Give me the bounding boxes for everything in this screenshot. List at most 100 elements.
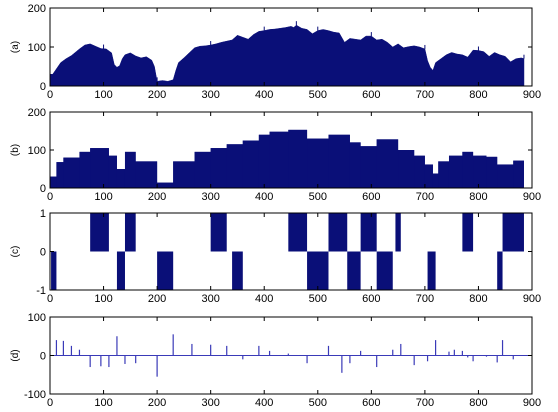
step-18 (307, 138, 329, 188)
x-tick-label: 600 (362, 397, 380, 409)
x-tick-label: 400 (255, 397, 273, 409)
block-16 (497, 251, 503, 290)
step-32 (497, 164, 514, 188)
block-11 (360, 213, 377, 252)
step-13 (226, 144, 243, 188)
step-3 (79, 151, 91, 188)
x-tick-label: 0 (47, 293, 53, 305)
x-tick-label: 100 (94, 397, 112, 409)
x-tick-label: 700 (416, 89, 434, 101)
step-29 (462, 151, 474, 188)
block-4 (157, 251, 174, 290)
step-2 (63, 157, 80, 188)
x-tick-label: 0 (47, 191, 53, 203)
step-14 (242, 140, 259, 188)
x-tick-label: 300 (201, 89, 219, 101)
block-17 (502, 213, 524, 252)
step-31 (486, 156, 498, 188)
block-5 (210, 213, 227, 252)
x-tick-label: 700 (416, 191, 434, 203)
x-tick-label: 0 (47, 397, 53, 409)
x-tick-label: 900 (523, 191, 541, 203)
step-0 (50, 176, 57, 188)
x-tick-label: 400 (255, 191, 273, 203)
x-tick-label: 300 (201, 191, 219, 203)
y-tick-label: 0 (40, 183, 46, 195)
x-tick-label: 800 (469, 191, 487, 203)
x-tick-label: 200 (148, 397, 166, 409)
panel-1: 0 100 200 300 400 500 600 700 800 900 0 100 200 (a) (10, 3, 541, 101)
block-0 (51, 251, 57, 290)
x-tick-label: 300 (201, 293, 219, 305)
block-15 (462, 213, 474, 252)
block-1 (90, 213, 109, 252)
x-tick-label: 800 (469, 397, 487, 409)
y-tick-label: 100 (28, 145, 46, 157)
step-16 (269, 131, 289, 188)
area-series (49, 24, 525, 87)
y-tick-label: -1 (36, 285, 46, 297)
block-8 (307, 251, 329, 290)
y-tick-label: -100 (24, 389, 46, 401)
x-tick-label: 500 (309, 293, 327, 305)
y-tick-label: 0 (40, 247, 46, 259)
x-tick-label: 200 (148, 191, 166, 203)
y-tick-label: 0 (40, 351, 46, 363)
x-tick-label: 0 (47, 89, 53, 101)
step-10 (173, 161, 195, 188)
y-tick-label: 1 (40, 208, 46, 220)
step-12 (210, 148, 227, 188)
block-14 (427, 251, 436, 290)
x-tick-label: 600 (362, 89, 380, 101)
step-20 (349, 142, 361, 188)
block-12 (376, 251, 393, 290)
x-tick-label: 200 (148, 89, 166, 101)
x-tick-label: 400 (255, 89, 273, 101)
x-tick-label: 800 (469, 293, 487, 305)
x-tick-label: 900 (523, 397, 541, 409)
panel-3: 0 100 200 300 400 500 600 700 800 900-101(c) (10, 208, 541, 305)
step-17 (288, 129, 308, 188)
x-tick-label: 700 (416, 293, 434, 305)
y-tick-label: 0 (40, 81, 46, 93)
step-6 (116, 169, 125, 188)
block-13 (395, 213, 401, 252)
x-tick-label: 700 (416, 397, 434, 409)
step-30 (473, 155, 487, 188)
step-19 (328, 134, 350, 188)
step-28 (448, 155, 463, 188)
step-24 (414, 155, 425, 188)
x-tick-label: 400 (255, 293, 273, 305)
step-9 (157, 182, 174, 188)
block-9 (328, 213, 348, 252)
step-5 (108, 155, 117, 188)
block-3 (124, 213, 136, 252)
panel-label: (b) (10, 144, 21, 156)
step-15 (258, 134, 270, 188)
step-23 (398, 150, 415, 188)
y-tick-label: 200 (28, 3, 46, 15)
y-tick-label: 200 (28, 107, 46, 119)
block-6 (232, 251, 243, 290)
block-2 (116, 251, 125, 290)
step-21 (360, 146, 377, 188)
block-7 (288, 213, 308, 252)
x-tick-label: 500 (309, 191, 327, 203)
block-10 (347, 251, 361, 290)
panel-label: (a) (10, 41, 21, 53)
y-tick-label: 100 (28, 312, 46, 324)
x-tick-label: 100 (94, 191, 112, 203)
step-7 (124, 151, 136, 188)
x-tick-label: 500 (309, 89, 327, 101)
x-tick-label: 300 (201, 397, 219, 409)
x-tick-label: 600 (362, 293, 380, 305)
x-tick-label: 900 (523, 89, 541, 101)
step-25 (424, 164, 433, 188)
step-4 (90, 148, 109, 188)
x-tick-label: 800 (469, 89, 487, 101)
x-tick-label: 600 (362, 191, 380, 203)
y-tick-label: 100 (28, 42, 46, 54)
x-tick-label: 200 (148, 293, 166, 305)
